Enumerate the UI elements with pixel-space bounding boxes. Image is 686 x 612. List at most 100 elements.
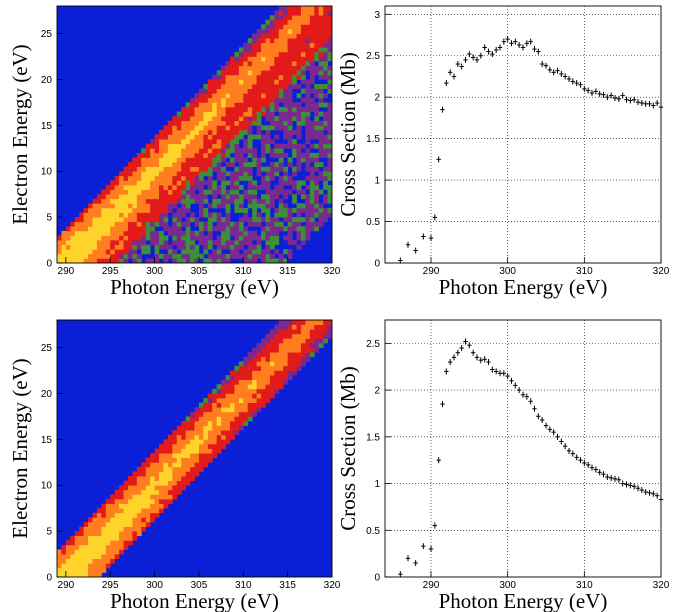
- heatmap-cell: [265, 88, 271, 94]
- heatmap-cell: [265, 93, 271, 99]
- heatmap-cell: [176, 180, 182, 186]
- heatmap-cell: [221, 88, 226, 94]
- heatmap-cell: [167, 152, 173, 158]
- data-points: [398, 36, 664, 264]
- heatmap-cell: [194, 106, 200, 112]
- heatmap-cell: [274, 152, 280, 158]
- heatmap-cell: [323, 10, 328, 16]
- heatmap-cell: [300, 74, 306, 80]
- heatmap-cell: [150, 157, 155, 163]
- heatmap-cell: [159, 498, 164, 504]
- heatmap-cell: [256, 56, 262, 62]
- heatmap-cell: [216, 84, 222, 90]
- heatmap-cell: [105, 226, 111, 232]
- heatmap-cell: [247, 249, 253, 255]
- heatmap-cell: [167, 434, 173, 440]
- heatmap-cell: [292, 365, 297, 371]
- heatmap-cell: [305, 6, 311, 11]
- heatmap-cell: [296, 203, 302, 209]
- heatmap-cell: [88, 558, 93, 564]
- heatmap-cell: [159, 207, 164, 213]
- heatmap-cell: [83, 230, 89, 236]
- heatmap-cell: [261, 106, 266, 112]
- heatmap-cell: [194, 217, 200, 223]
- x-tick-label: 300: [499, 580, 516, 591]
- heatmap-cell: [287, 235, 293, 241]
- heatmap-cell: [194, 194, 200, 200]
- heatmap-cell: [234, 407, 240, 413]
- heatmap-cell: [57, 240, 62, 246]
- heatmap-cell: [190, 180, 195, 186]
- heatmap-cell: [207, 171, 213, 177]
- heatmap-cell: [269, 230, 275, 236]
- heatmap-cell: [190, 175, 195, 181]
- heatmap-cell: [123, 258, 129, 263]
- heatmap-cell: [92, 572, 98, 577]
- heatmap-cell: [132, 521, 138, 527]
- heatmap-cell: [203, 457, 209, 463]
- heatmap-cell: [101, 558, 107, 564]
- heatmap-cell: [221, 402, 226, 408]
- heatmap-cell: [101, 535, 107, 541]
- heatmap-cell: [292, 217, 297, 223]
- heatmap-cell: [278, 157, 284, 163]
- heatmap-cell: [194, 93, 200, 99]
- heatmap-cell: [167, 139, 173, 145]
- heatmap-cell: [300, 15, 306, 21]
- heatmap-cell: [136, 244, 142, 250]
- heatmap-cell: [247, 352, 253, 358]
- heatmap-cell: [327, 38, 332, 44]
- heatmap-cell: [292, 143, 297, 149]
- heatmap-cell: [61, 249, 67, 255]
- heatmap-cell: [207, 139, 213, 145]
- heatmap-cell: [176, 125, 182, 131]
- heatmap-cell: [252, 180, 257, 186]
- heatmap-cell: [163, 453, 169, 459]
- heatmap-cell: [287, 226, 293, 232]
- data-point: [536, 48, 541, 55]
- heatmap-cell: [83, 540, 89, 546]
- heatmap-cell: [234, 253, 240, 259]
- heatmap-cell: [212, 143, 218, 149]
- heatmap-cell: [88, 535, 93, 541]
- heatmap-cell: [234, 370, 240, 376]
- heatmap-cell: [154, 512, 160, 518]
- heatmap-cell: [203, 93, 209, 99]
- heatmap-cell: [163, 489, 169, 495]
- heatmap-cell: [190, 111, 195, 117]
- heatmap-cell: [74, 549, 80, 555]
- heatmap-cell: [176, 244, 182, 250]
- heatmap-cell: [243, 189, 249, 195]
- heatmap-cell: [181, 476, 187, 482]
- heatmap-cell: [327, 84, 332, 90]
- heatmap-cell: [92, 240, 98, 246]
- heatmap-cell: [101, 554, 107, 560]
- data-point: [566, 447, 572, 454]
- heatmap-cell: [57, 554, 62, 560]
- heatmap-cell: [181, 258, 187, 263]
- heatmap-cell: [283, 189, 289, 195]
- heatmap-cell: [234, 235, 240, 241]
- data-point: [635, 485, 641, 492]
- heatmap-cell: [119, 498, 124, 504]
- heatmap-cell: [323, 207, 328, 213]
- heatmap-cell: [114, 175, 120, 181]
- heatmap-cell: [65, 253, 71, 259]
- heatmap-cell: [252, 47, 257, 53]
- heatmap-cell: [243, 411, 249, 417]
- heatmap-cell: [207, 120, 213, 126]
- heatmap-cell: [265, 203, 271, 209]
- heatmap-cell: [212, 162, 218, 168]
- heatmap-cell: [269, 152, 275, 158]
- heatmap-cell: [172, 139, 178, 145]
- heatmap-cell: [74, 567, 80, 573]
- heatmap-cell: [101, 253, 107, 259]
- data-point: [628, 482, 633, 489]
- data-point: [559, 438, 564, 445]
- heatmap-cell: [207, 226, 213, 232]
- heatmap-cell: [159, 134, 164, 140]
- heatmap-cell: [247, 365, 253, 371]
- heatmap-cell: [327, 70, 332, 76]
- data-point: [574, 454, 579, 461]
- heatmap-cell: [265, 24, 271, 30]
